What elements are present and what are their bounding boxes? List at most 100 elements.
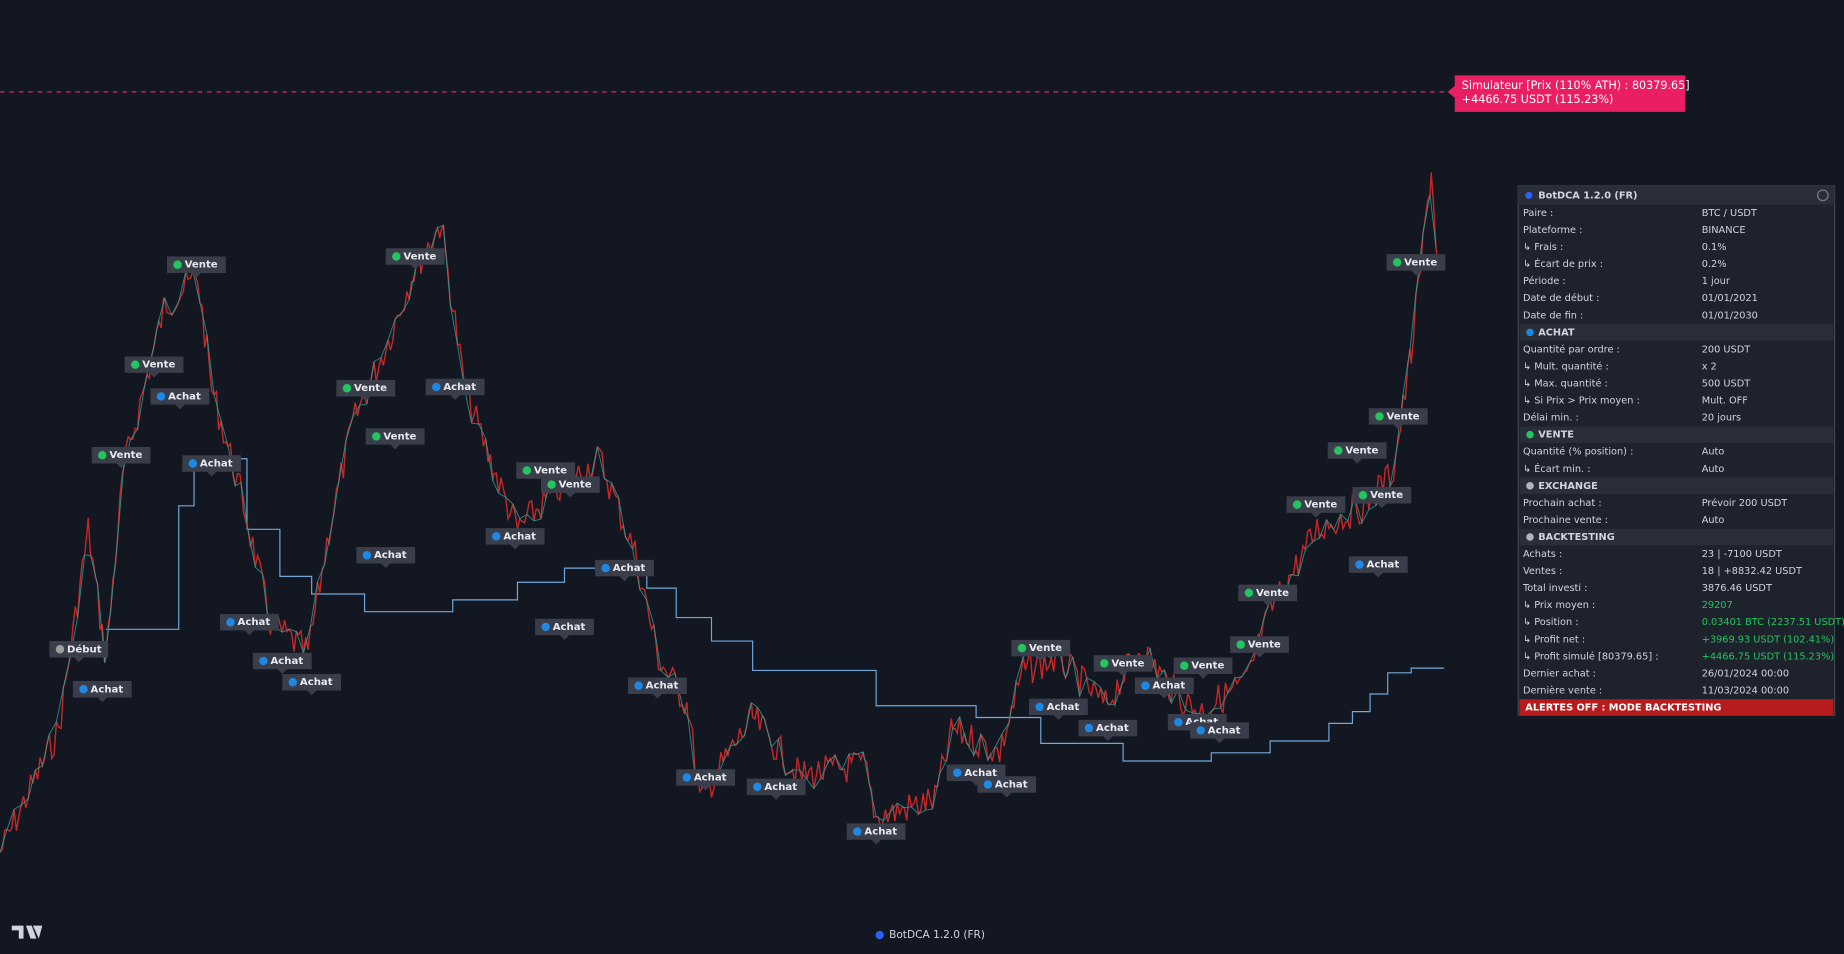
row-value: Auto: [1702, 447, 1725, 458]
marker-icon: [1375, 412, 1384, 421]
marker-box: [282, 673, 342, 696]
marker-icon: [1392, 258, 1402, 267]
marker-icon: [601, 563, 610, 573]
marker: Vente: [385, 248, 445, 270]
marker-label: Vente: [142, 360, 175, 371]
marker: Achat: [485, 528, 545, 550]
marker-icon: [1236, 640, 1245, 649]
marker-icon: [492, 532, 501, 541]
marker-icon: [1084, 723, 1094, 733]
row-value: BINANCE: [1702, 225, 1746, 236]
row-value: 18 | +8832.42 USDT: [1702, 566, 1802, 577]
marker-label: Achat: [91, 684, 124, 695]
section-header: [1519, 528, 1834, 546]
marker-box: [676, 769, 736, 791]
marker-box: [1134, 677, 1194, 699]
marker-icon: [1196, 726, 1205, 735]
marker: Achat: [627, 677, 687, 699]
row-label: Date de début :: [1523, 292, 1599, 304]
marker-icon: [1141, 681, 1150, 690]
marker-icon: [1358, 490, 1368, 500]
marker-icon: [342, 383, 352, 393]
row-value: 20 jours: [1702, 413, 1741, 424]
marker: Vente: [1386, 254, 1446, 276]
marker-label: Vente: [1370, 490, 1403, 501]
marker-icon: [392, 252, 401, 261]
marker-label: Achat: [646, 681, 679, 692]
marker-box: [1011, 639, 1071, 662]
marker: Achat: [1348, 556, 1408, 578]
simulator-line: Simulateur [Prix (110% ATH) : 80379.65]: [1462, 79, 1690, 92]
simulator-line: +4466.75 USDT (115.23%): [1462, 93, 1614, 106]
row-value: 1 jour: [1702, 276, 1731, 287]
marker-box: [49, 641, 109, 663]
footer-icon: [875, 930, 884, 940]
marker-label: Vente: [109, 450, 142, 461]
marker-icon: [288, 677, 298, 687]
row-label: Prochaine vente :: [1523, 515, 1608, 526]
marker: Vente: [1238, 584, 1298, 606]
marker-box: [1238, 584, 1298, 606]
marker-icon: [1292, 500, 1302, 509]
marker-box: [977, 776, 1037, 798]
marker-icon: [1017, 643, 1027, 653]
marker-icon: [1355, 560, 1364, 569]
marker-box: [1190, 722, 1249, 744]
marker: Achat: [150, 388, 210, 410]
marker-icon: [1174, 717, 1183, 727]
row-label: Dernière vente :: [1523, 684, 1602, 696]
marker-label: Vente: [383, 431, 416, 442]
section-header: [1519, 324, 1834, 341]
marker-icon: [634, 681, 643, 690]
marker-box: [746, 778, 806, 800]
section-title: BACKTESTING: [1538, 532, 1614, 543]
marker-icon: [1244, 588, 1254, 598]
marker-label: Achat: [503, 531, 536, 542]
settings-icon[interactable]: [1816, 189, 1829, 202]
row-label: ↳ Si Prix > Prix moyen :: [1523, 396, 1640, 407]
marker-label: Vente: [1387, 411, 1420, 422]
info-table: BotDCA 1.2.0 (FR) Paire : BTC / USDT Plate…: [1517, 185, 1844, 716]
row-label: Plateforme :: [1523, 225, 1583, 236]
marker-box: [1286, 496, 1346, 518]
marker-label: Vente: [1029, 643, 1062, 654]
marker-icon: [188, 459, 198, 468]
marker-icon: [259, 656, 268, 666]
marker: Vente: [1230, 636, 1289, 658]
marker-box: [1173, 657, 1233, 679]
section-header: [1519, 477, 1834, 495]
marker: Vente: [336, 379, 396, 402]
row-label: ↳ Écart min. :: [1523, 462, 1591, 475]
section-header: [1519, 426, 1834, 443]
marker: Achat: [1134, 677, 1194, 699]
marker-icon: [156, 392, 166, 401]
marker: Vente: [1011, 639, 1071, 662]
row-value: 500 USDT: [1702, 379, 1751, 390]
marker-box: [595, 559, 654, 582]
marker: Achat: [1190, 722, 1249, 744]
row-value: +4466.75 USDT (115.23%): [1702, 651, 1834, 662]
marker-box: [1368, 408, 1428, 430]
marker-label: Achat: [1208, 725, 1241, 736]
row-label: ↳ Profit net :: [1523, 634, 1585, 645]
row-value: x 2: [1702, 361, 1717, 372]
marker-box: [91, 447, 151, 469]
marker: Achat: [356, 546, 416, 569]
row-label: Quantité par ordre :: [1523, 343, 1620, 355]
marker-label: Achat: [300, 677, 333, 688]
row-label: Paire :: [1523, 208, 1553, 219]
marker-box: [252, 652, 312, 674]
marker-box: [627, 677, 687, 699]
marker-label: Achat: [964, 768, 997, 779]
marker-icon: [682, 773, 692, 782]
marker: Vente: [1093, 655, 1153, 677]
row-label: ↳ Profit simulé [80379.65] :: [1523, 650, 1659, 662]
row-value: 0.03401 BTC (2237.51 USDT): [1702, 617, 1844, 628]
marker: Achat: [282, 673, 342, 696]
marker-label: Vente: [559, 480, 592, 491]
row-value: 01/01/2030: [1702, 310, 1758, 321]
marker-label: Achat: [764, 782, 797, 793]
marker-icon: [1035, 702, 1044, 712]
